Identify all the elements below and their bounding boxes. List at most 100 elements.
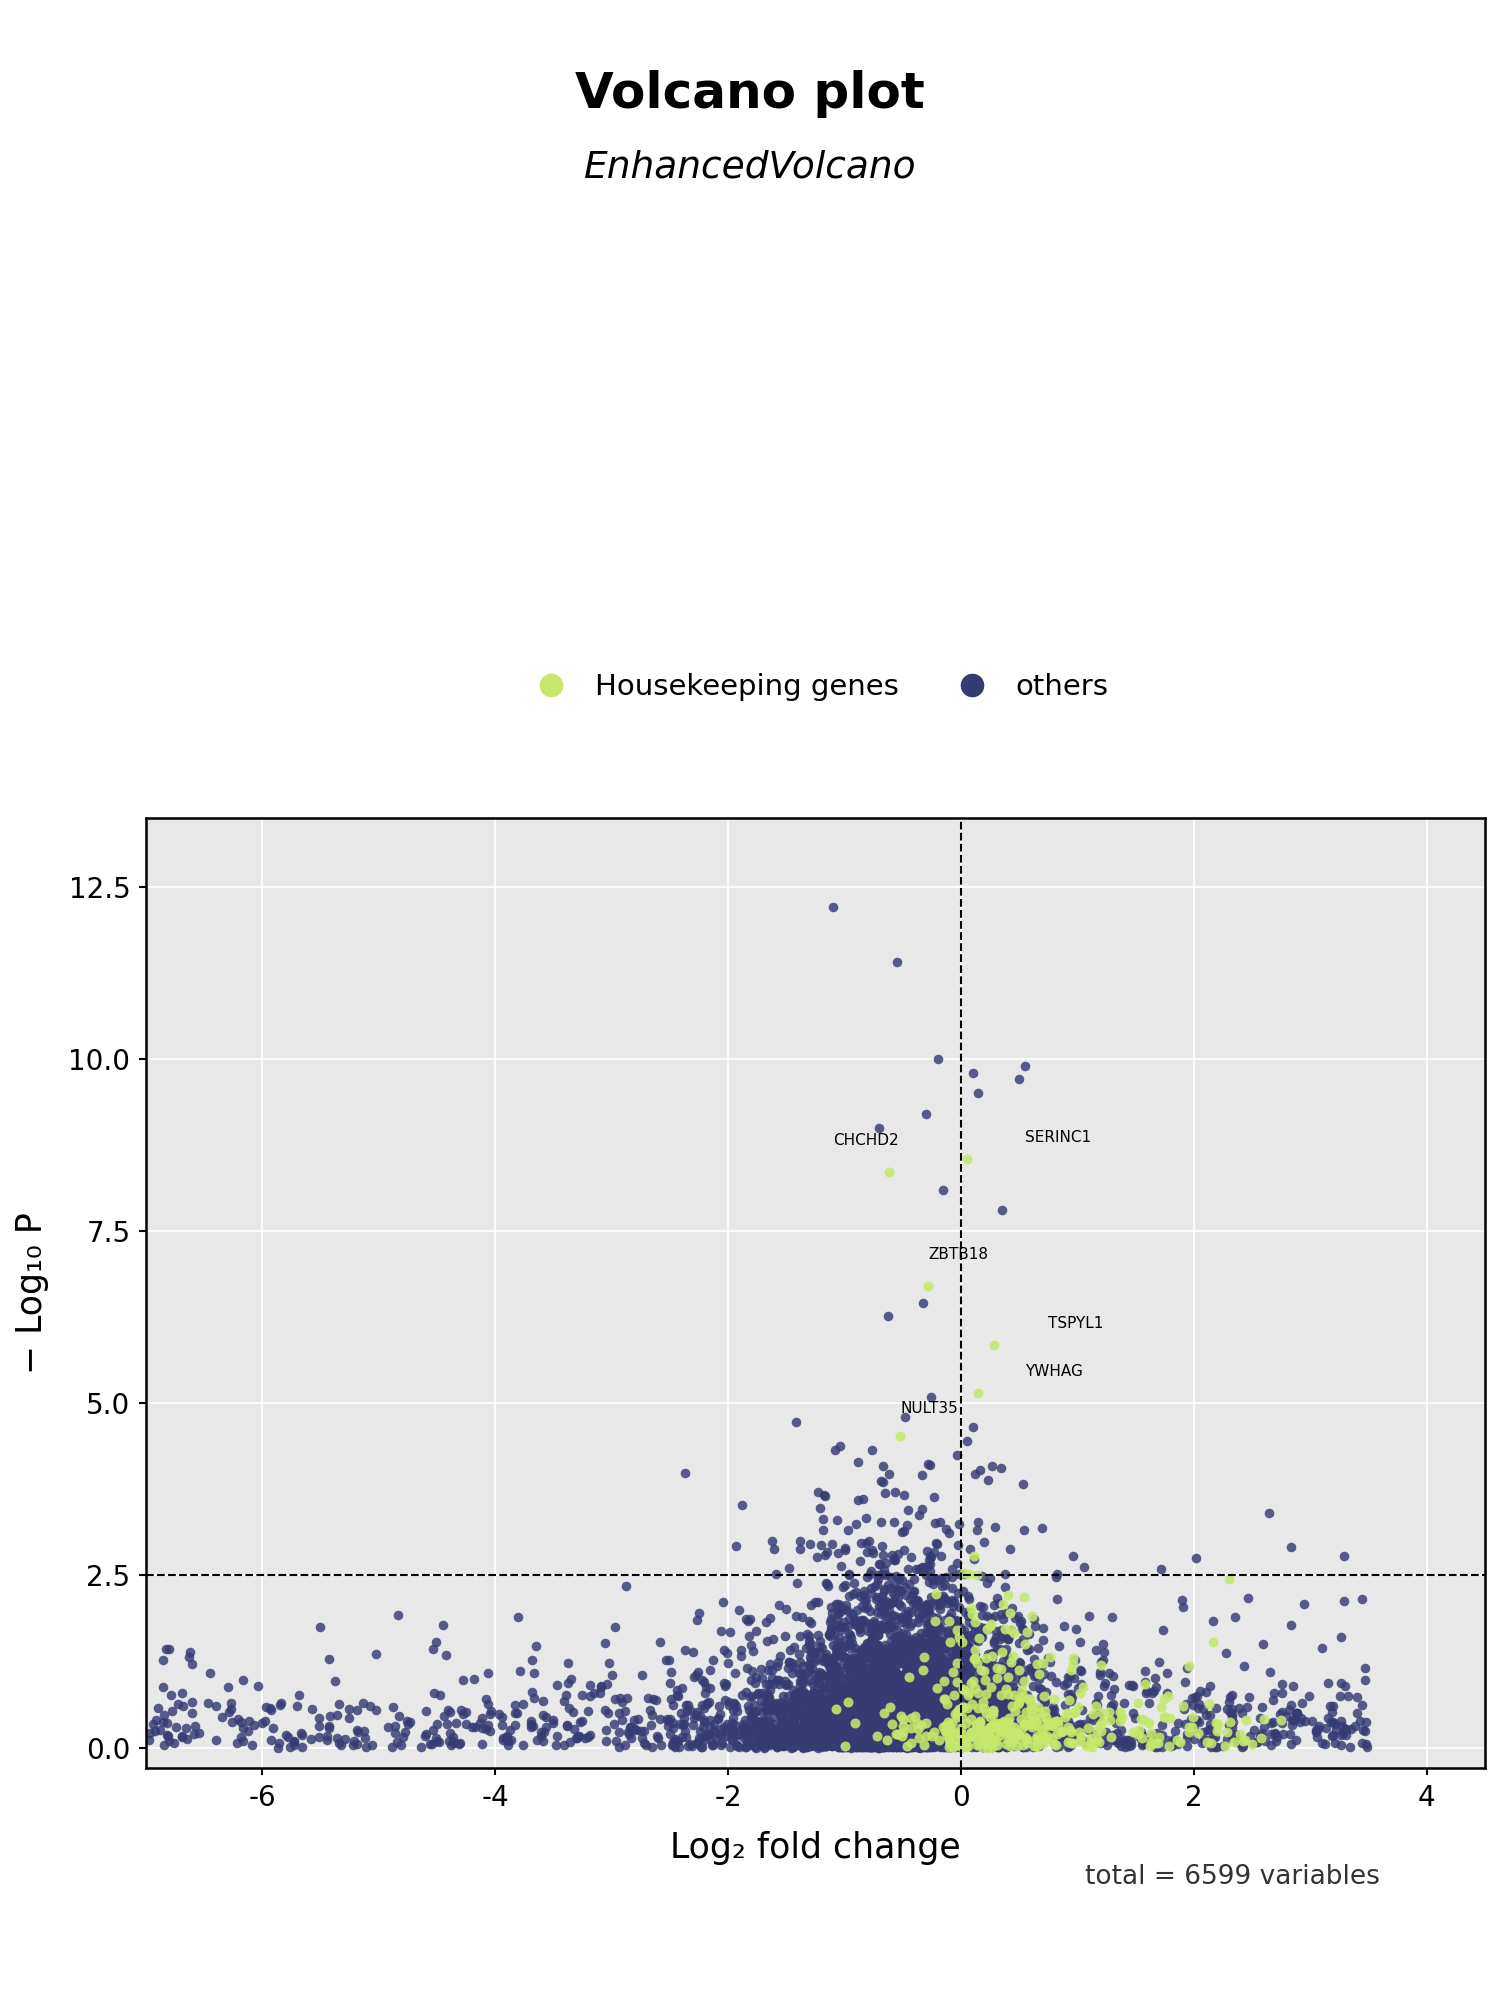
Point	[915, 1608, 939, 1640]
Point	[916, 1706, 940, 1738]
Point	[684, 1700, 708, 1732]
Point	[827, 1690, 850, 1722]
Point	[898, 1702, 922, 1734]
Point	[790, 1718, 814, 1750]
Point	[921, 1680, 945, 1712]
Point	[910, 1678, 934, 1710]
Point	[1017, 1708, 1041, 1740]
Point	[1230, 1730, 1254, 1762]
Point	[842, 1670, 866, 1702]
Point	[984, 1680, 1008, 1712]
Point	[976, 1650, 1000, 1682]
Point	[952, 1726, 976, 1758]
Point	[976, 1708, 1000, 1740]
Point	[847, 1706, 871, 1738]
Point	[920, 1664, 944, 1696]
Point	[898, 1712, 922, 1744]
Point	[916, 1724, 940, 1756]
Point	[927, 1662, 951, 1694]
Point	[963, 1720, 987, 1752]
Point	[896, 1722, 920, 1754]
Point	[833, 1716, 856, 1748]
Point	[789, 1716, 813, 1748]
Point	[890, 1678, 914, 1710]
Point	[910, 1696, 934, 1728]
Point	[306, 1710, 330, 1742]
Point	[914, 1698, 938, 1730]
Point	[974, 1692, 998, 1724]
Point	[920, 1714, 944, 1746]
Point	[746, 1708, 770, 1740]
Point	[818, 1710, 842, 1742]
Point	[687, 1722, 711, 1754]
Point	[914, 1666, 938, 1698]
Point	[968, 1590, 992, 1622]
Point	[890, 1720, 914, 1752]
Point	[892, 1706, 916, 1738]
Point	[871, 1680, 895, 1712]
Point	[865, 1704, 889, 1736]
Point	[616, 1718, 640, 1750]
Point	[924, 1620, 948, 1652]
Point	[898, 1686, 922, 1718]
Point	[952, 1666, 976, 1698]
Point	[978, 1686, 1002, 1718]
Point	[807, 1694, 831, 1726]
Point	[861, 1712, 885, 1744]
Point	[912, 1656, 936, 1688]
Point	[978, 1702, 1002, 1734]
Point	[859, 1716, 883, 1748]
Point	[802, 1682, 826, 1714]
Point	[934, 1684, 958, 1716]
Point	[1284, 1724, 1308, 1756]
Point	[782, 1704, 806, 1736]
Point	[910, 1644, 934, 1676]
Point	[963, 1642, 987, 1674]
Point	[1050, 1716, 1074, 1748]
Point	[840, 1724, 864, 1756]
Point	[1292, 1588, 1316, 1620]
Point	[950, 1618, 974, 1650]
Point	[916, 1730, 940, 1762]
Point	[890, 1712, 914, 1744]
Point	[950, 1622, 974, 1654]
Point	[821, 1730, 844, 1762]
Point	[1029, 1680, 1053, 1712]
Point	[912, 1720, 936, 1752]
Point	[1144, 1726, 1168, 1758]
Point	[908, 1552, 932, 1584]
Point	[736, 1620, 760, 1652]
Point	[1058, 1730, 1082, 1762]
Point	[864, 1678, 888, 1710]
Point	[884, 1720, 908, 1752]
Point	[810, 1730, 834, 1762]
Point	[966, 1698, 990, 1730]
Point	[932, 1686, 956, 1718]
Point	[944, 1614, 968, 1646]
Point	[972, 1726, 996, 1758]
Point	[900, 1724, 924, 1756]
Point	[886, 1658, 910, 1690]
Point	[870, 1722, 894, 1754]
Point	[876, 1712, 900, 1744]
Point	[874, 1728, 898, 1760]
Point	[910, 1626, 934, 1658]
Point	[686, 1696, 709, 1728]
Point	[898, 1730, 922, 1762]
Point	[932, 1720, 956, 1752]
Point	[888, 1690, 912, 1722]
Point	[950, 1622, 974, 1654]
Point	[849, 1694, 873, 1726]
Point	[822, 1716, 846, 1748]
Point	[831, 1730, 855, 1762]
Point	[419, 1728, 442, 1760]
Point	[920, 1670, 944, 1702]
Point	[306, 1722, 330, 1754]
Point	[1084, 1690, 1108, 1722]
Point	[632, 1728, 656, 1760]
Point	[938, 1710, 962, 1742]
Point	[858, 1730, 882, 1762]
Point	[752, 1732, 776, 1764]
Point	[944, 1700, 968, 1732]
Point	[910, 1626, 934, 1658]
